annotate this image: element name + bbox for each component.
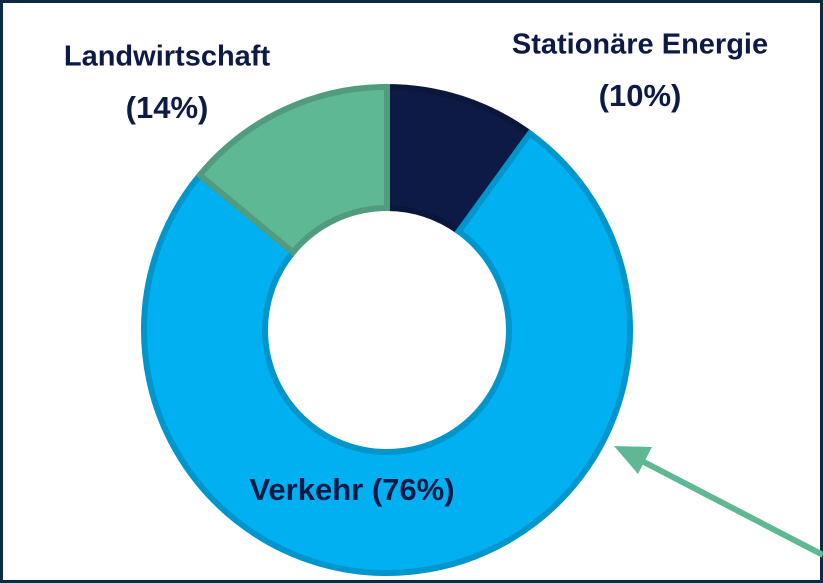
value-label: (14%) <box>126 90 209 125</box>
arrow <box>614 446 823 558</box>
donut-slice <box>195 83 390 257</box>
arrow-shaft <box>638 457 823 558</box>
category-label: Landwirtschaft <box>64 41 271 73</box>
donut-slice <box>141 129 633 576</box>
slice-label: Verkehr (76%) <box>249 472 454 507</box>
category-label: Stationäre Energie <box>512 29 768 61</box>
donut <box>141 83 633 576</box>
value-label: (10%) <box>599 78 682 113</box>
arrow-head <box>614 446 652 474</box>
value-label: (76%) <box>372 472 455 507</box>
category-label: Verkehr <box>249 472 363 507</box>
